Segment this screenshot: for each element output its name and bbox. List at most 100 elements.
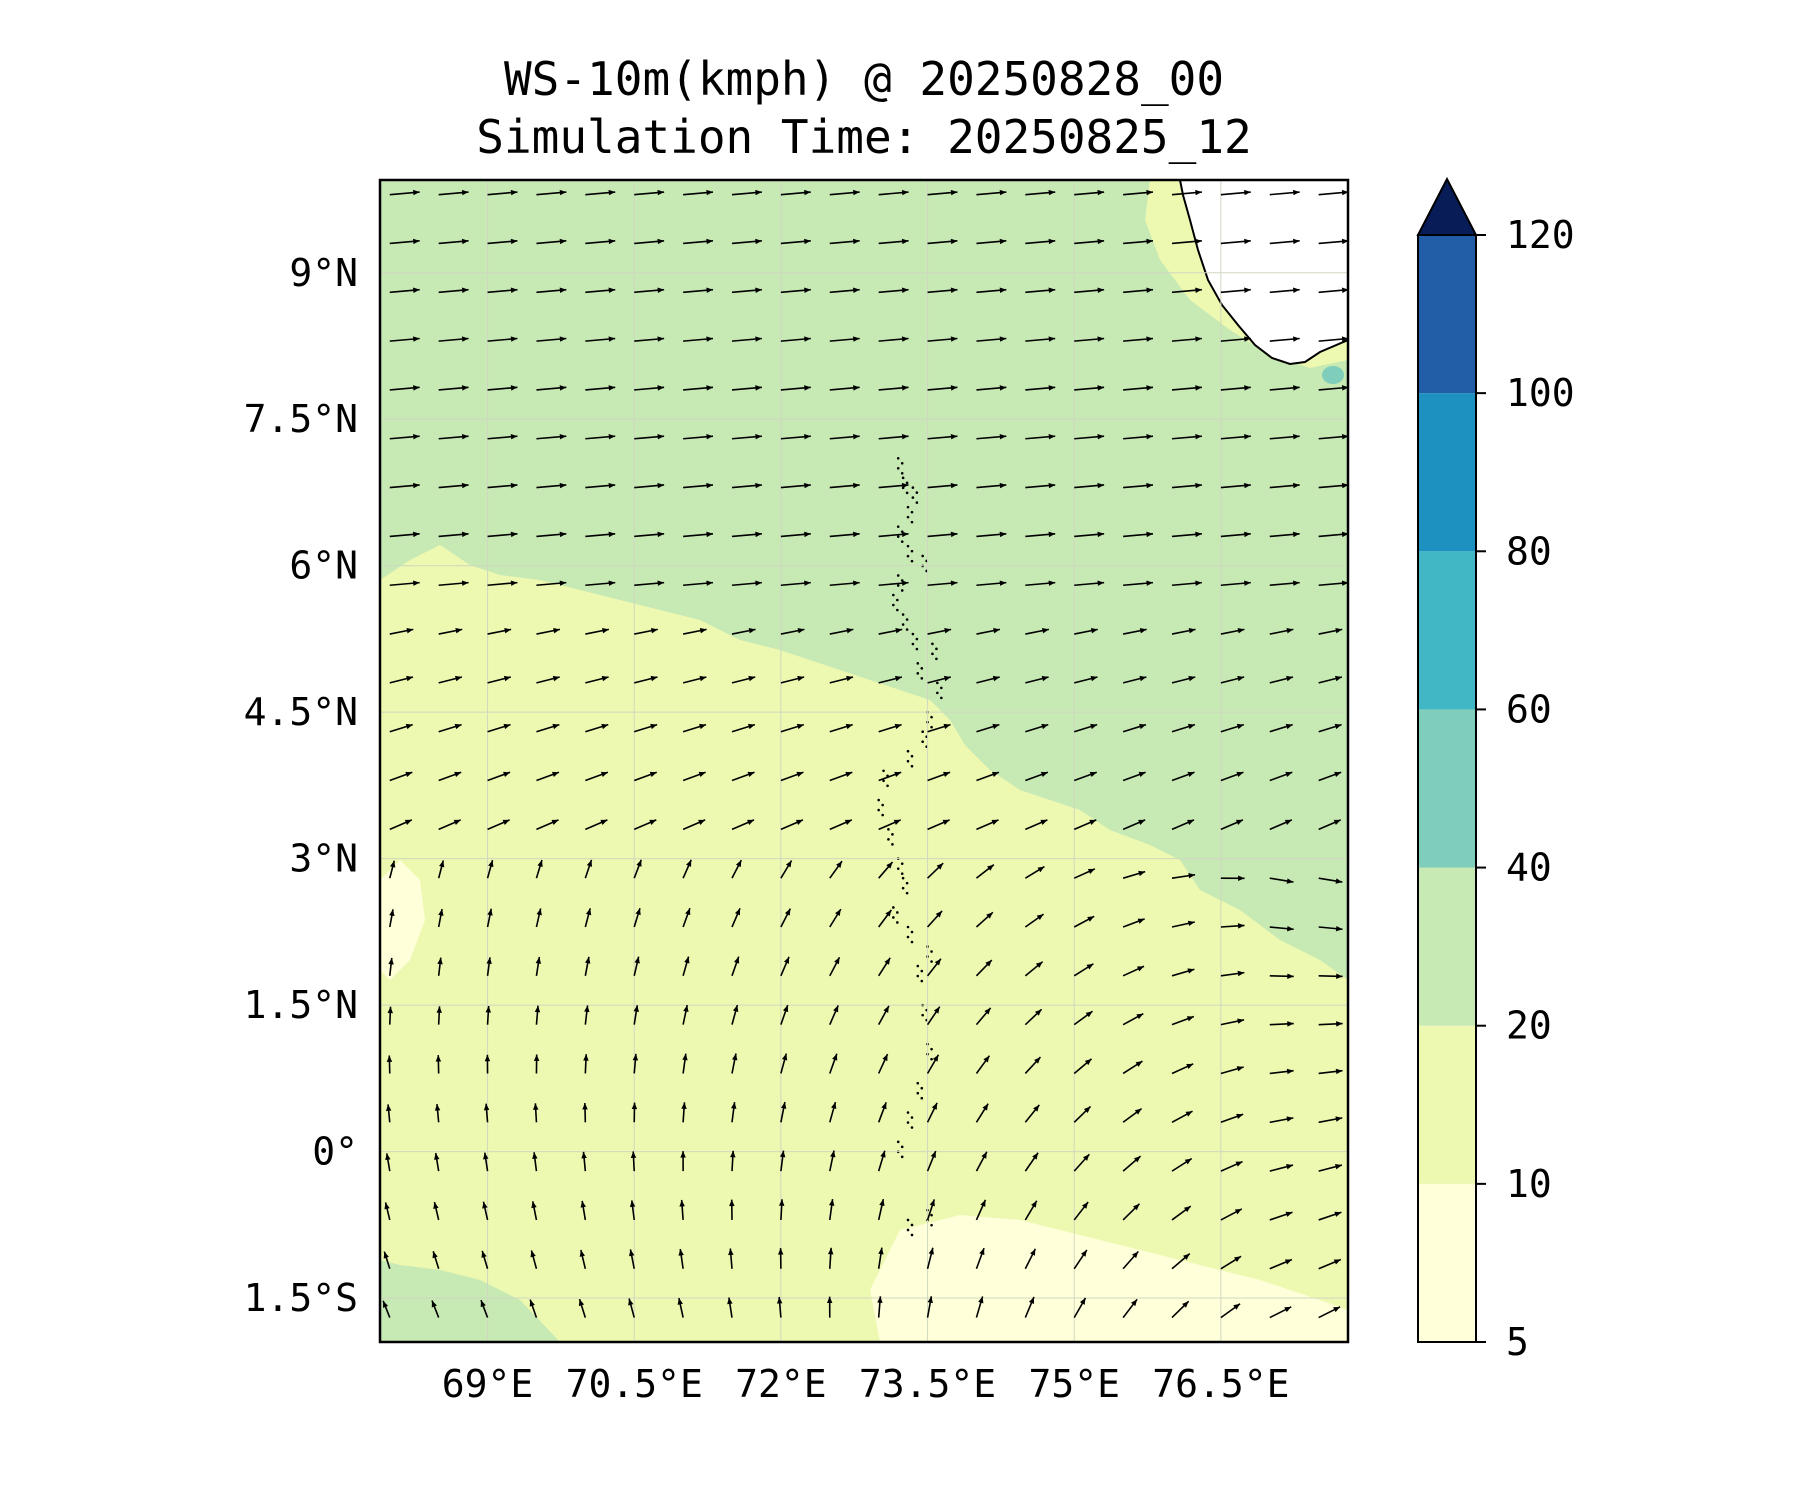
atoll-dot (877, 799, 880, 802)
atoll-dot (906, 492, 909, 495)
atoll-dot (916, 648, 919, 651)
atoll-dot (920, 667, 923, 670)
colorbar-tick-label: 40 (1506, 846, 1552, 890)
atoll-dot (935, 658, 938, 661)
atoll-dot (887, 838, 890, 841)
lat-tick-label: 6°N (289, 544, 358, 588)
atoll-dot (940, 687, 943, 690)
atoll-dot (901, 1146, 904, 1149)
atoll-dot (906, 628, 909, 631)
colorbar-segment (1418, 235, 1476, 393)
atoll-dot (930, 1058, 933, 1061)
colorbar-segment (1418, 709, 1476, 867)
atoll-dot (897, 867, 900, 870)
atoll-dot (906, 482, 909, 485)
atoll-dot (930, 960, 933, 963)
atoll-dot (887, 828, 890, 831)
atoll-dot (881, 804, 884, 807)
atoll-dot (931, 653, 934, 656)
lon-tick-label: 75°E (1028, 1362, 1120, 1406)
atoll-dot (916, 491, 919, 494)
atoll-dot (912, 486, 915, 489)
atoll-dot (897, 574, 900, 577)
atoll-dot (907, 936, 910, 939)
colorbar-segment (1418, 1184, 1476, 1342)
atoll-dot (907, 1219, 910, 1222)
atoll-dot (897, 584, 900, 587)
atoll-dot (921, 740, 924, 743)
atoll-dot (907, 516, 910, 519)
atoll-dot (911, 521, 914, 524)
atoll-dot (916, 501, 919, 504)
atoll-dot (916, 672, 919, 675)
atoll-dot (930, 1224, 933, 1227)
atoll-dot (897, 535, 900, 538)
atoll-dot (902, 477, 905, 480)
atoll-dot (916, 638, 919, 641)
atoll-dot (877, 809, 880, 812)
lat-tick-label: 3°N (289, 837, 358, 881)
lon-tick-label: 69°E (442, 1362, 534, 1406)
atoll-dot (931, 643, 934, 646)
atoll-dot (906, 892, 909, 895)
lat-tick-label: 4.5°N (244, 690, 358, 734)
atoll-dot (896, 599, 899, 602)
colorbar-segment (1418, 868, 1476, 1026)
atoll-dot (916, 662, 919, 665)
colorbar-segment (1418, 551, 1476, 709)
atoll-dot (896, 921, 899, 924)
atoll-dot (930, 950, 933, 953)
title-line-2: Simulation Time: 20250825_12 (476, 110, 1251, 164)
atoll-dot (912, 496, 915, 499)
atoll-dot (920, 980, 923, 983)
atoll-dot (892, 604, 895, 607)
atoll-dot (897, 467, 900, 470)
atoll-dot (901, 540, 904, 543)
atoll-dot (897, 525, 900, 528)
atoll-dot (916, 1082, 919, 1085)
atoll-dot (902, 623, 905, 626)
atoll-dot (911, 1116, 914, 1119)
atoll-dot (907, 506, 910, 509)
colorbar-tick-label: 5 (1506, 1320, 1529, 1364)
atoll-dot (911, 1224, 914, 1227)
atoll-dot (881, 814, 884, 817)
atoll-dot (911, 931, 914, 934)
atoll-dot (907, 555, 910, 558)
atoll-dot (906, 618, 909, 621)
colorbar-tick-label: 10 (1506, 1162, 1552, 1206)
atoll-dot (920, 970, 923, 973)
atoll-dot (936, 682, 939, 685)
colorbar-segment (1418, 1026, 1476, 1184)
atoll-dot (897, 457, 900, 460)
colorbar-tick-label: 20 (1506, 1004, 1552, 1048)
atoll-dot (892, 906, 895, 909)
atoll-dot (901, 862, 904, 865)
atoll-dot (911, 765, 914, 768)
atoll-dot (892, 594, 895, 597)
lon-tick-label: 76.5°E (1152, 1362, 1289, 1406)
colorbar-tick-label: 120 (1506, 213, 1575, 257)
atoll-dot (892, 916, 895, 919)
atoll-dot (930, 716, 933, 719)
atoll-dot (912, 643, 915, 646)
atoll-dot (907, 545, 910, 548)
atoll-dot (882, 769, 885, 772)
atoll-dot (930, 1214, 933, 1217)
atoll-dot (940, 697, 943, 700)
atoll-dot (935, 648, 938, 651)
atoll-dot (897, 1141, 900, 1144)
colorbar-segment (1418, 393, 1476, 551)
atoll-dot (911, 1234, 914, 1237)
lat-tick-label: 9°N (289, 251, 358, 295)
lat-tick-label: 1.5°N (244, 983, 358, 1027)
colorbar-tick-label: 100 (1506, 371, 1575, 415)
atoll-dot (916, 1092, 919, 1095)
atoll-dot (891, 843, 894, 846)
atoll-dot (907, 1121, 910, 1124)
atoll-dot (901, 872, 904, 875)
atoll-dot (901, 1156, 904, 1159)
atoll-dot (901, 462, 904, 465)
